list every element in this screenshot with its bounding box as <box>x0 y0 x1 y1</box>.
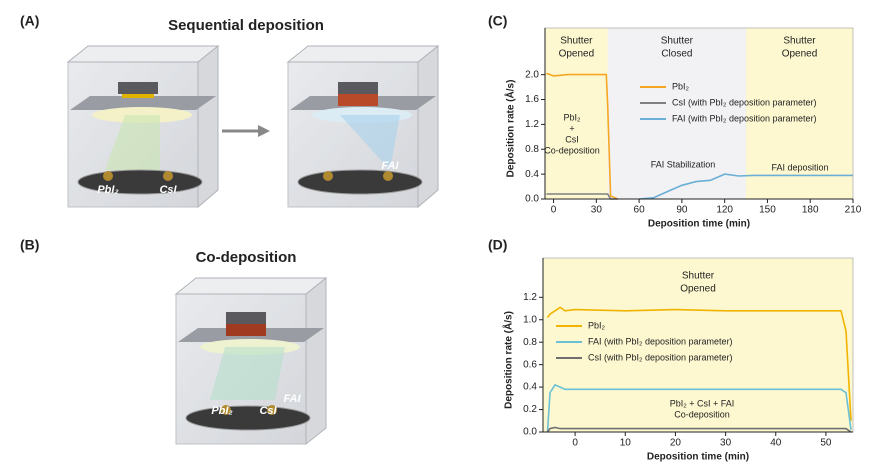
y-tick-label: 1.2 <box>525 119 539 130</box>
annotation: Co-deposition <box>674 409 730 419</box>
series-line <box>546 306 852 421</box>
y-axis-title: Deposition rate (Å/s) <box>502 311 515 409</box>
region-label: Opened <box>782 49 818 60</box>
x-tick-label: 120 <box>716 205 733 216</box>
series-line <box>639 173 853 200</box>
shaded-region <box>545 28 608 199</box>
shaded-region <box>543 258 853 432</box>
region-label: Opened <box>680 284 716 295</box>
chamber: PbI₂ CsI <box>66 44 220 209</box>
panel-label: (B) <box>20 237 39 253</box>
legend-label: PbI₂ <box>588 320 606 330</box>
y-tick-label: 0.8 <box>525 144 539 155</box>
annotation: CsI <box>565 134 579 144</box>
arrow-head <box>258 125 270 137</box>
x-tick-label: 0 <box>572 438 578 449</box>
source-label: PbI₂ <box>211 405 232 417</box>
region-label: Shutter <box>682 271 715 282</box>
source-label: CsI <box>259 405 277 417</box>
legend-label: CsI (with PbI₂ deposition parameter) <box>588 352 733 362</box>
x-tick-label: 210 <box>845 205 862 216</box>
y-tick-label: 0.6 <box>523 359 537 370</box>
annotation: FAI Stabilization <box>651 159 716 169</box>
annotation: PbI₂ <box>563 112 581 122</box>
y-tick-label: 1.0 <box>523 314 537 325</box>
chamber: PbI₂ CsI FAI <box>174 276 328 446</box>
source-label: CsI <box>159 184 177 196</box>
region-label: Shutter <box>783 36 816 47</box>
series-line <box>546 383 852 433</box>
y-tick-label: 0.4 <box>523 382 537 393</box>
y-axis-title: Deposition rate (Å/s) <box>504 80 517 178</box>
y-tick-label: 0.4 <box>525 169 539 180</box>
x-tick-label: 60 <box>634 205 646 216</box>
region-label: Opened <box>559 49 595 60</box>
x-tick-label: 180 <box>802 205 819 216</box>
y-tick-label: 0.8 <box>523 337 537 348</box>
x-axis-title: Deposition time (min) <box>648 219 750 230</box>
shaded-region <box>746 28 853 199</box>
source-label: FAI <box>381 160 399 172</box>
series-line <box>546 426 852 433</box>
panel-label: (C) <box>488 13 507 29</box>
x-tick-label: 40 <box>770 438 782 449</box>
x-tick-label: 50 <box>820 438 832 449</box>
source-label: FAI <box>283 393 301 405</box>
legend-label: FAI (with PbI₂ deposition parameter) <box>672 113 817 123</box>
panel-label: (A) <box>20 13 39 29</box>
x-tick-label: 0 <box>551 205 557 216</box>
panel-title: Sequential deposition <box>168 17 324 34</box>
y-tick-label: 2.0 <box>525 69 539 80</box>
x-tick-label: 30 <box>591 205 603 216</box>
region-label: Shutter <box>661 36 694 47</box>
x-tick-label: 90 <box>676 205 688 216</box>
legend-label: PbI₂ <box>672 81 690 91</box>
legend-label: CsI (with PbI₂ deposition parameter) <box>672 97 817 107</box>
legend-label: FAI (with PbI₂ deposition parameter) <box>588 336 733 346</box>
series-line <box>546 193 618 200</box>
region-label: Shutter <box>560 36 593 47</box>
y-tick-label: 1.2 <box>523 292 537 303</box>
x-tick-label: 20 <box>670 438 682 449</box>
x-tick-label: 150 <box>759 205 776 216</box>
annotation: Co-deposition <box>544 145 600 155</box>
annotation: + <box>569 123 574 133</box>
panel-label: (D) <box>488 237 507 253</box>
source-label: PbI₂ <box>97 184 118 196</box>
annotation: FAI deposition <box>771 162 828 172</box>
chamber: FAI <box>286 44 440 209</box>
y-tick-label: 0.2 <box>523 404 537 415</box>
y-tick-label: 0.0 <box>525 194 539 205</box>
series-line <box>546 72 619 200</box>
x-axis-title: Deposition time (min) <box>647 452 749 463</box>
y-tick-label: 0.0 <box>523 427 537 438</box>
region-label: Closed <box>661 49 692 60</box>
annotation: PbI₂ + CsI + FAI <box>670 398 735 408</box>
x-tick-label: 10 <box>620 438 632 449</box>
y-tick-label: 1.6 <box>525 94 539 105</box>
panel-title: Co-deposition <box>196 249 297 266</box>
shaded-region <box>607 28 747 199</box>
x-tick-label: 30 <box>720 438 732 449</box>
